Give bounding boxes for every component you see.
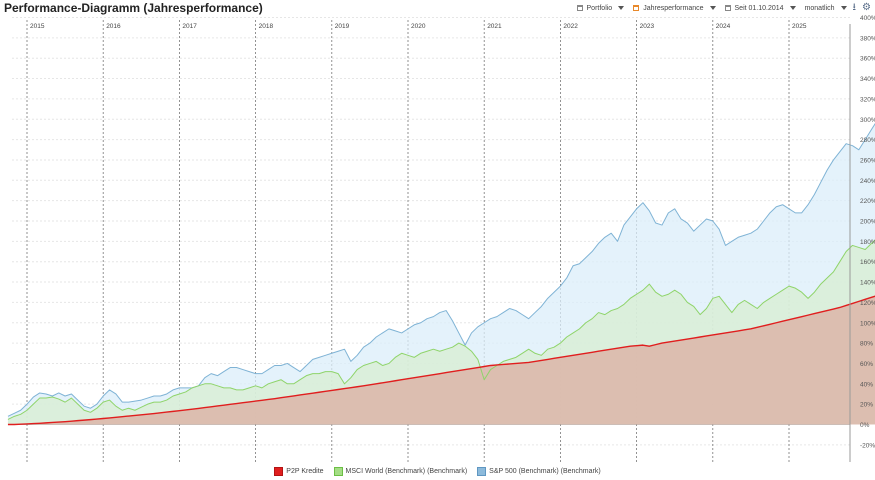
y-tick-label: 400%	[860, 15, 875, 22]
legend-label-msci: MSCI World (Benchmark) (Benchmark)	[345, 468, 468, 475]
chevron-down-icon	[789, 6, 796, 10]
y-tick-label: 140%	[860, 280, 875, 287]
y-tick-label: 60%	[860, 361, 873, 368]
year-label: 2020	[411, 23, 426, 30]
y-tick-label: 340%	[860, 76, 875, 83]
calendar-icon	[576, 5, 583, 11]
since-date-dropdown[interactable]: Seit 01.10.2014	[724, 4, 796, 12]
legend-swatch-msci	[333, 467, 343, 476]
year-label: 2018	[259, 23, 274, 30]
y-tick-label: -20%	[860, 442, 875, 449]
interval-label: monatlich	[804, 4, 835, 12]
line-p2p	[7, 295, 875, 426]
y-tick-label: 280%	[860, 137, 875, 144]
y-tick-label: 380%	[860, 35, 875, 42]
chevron-down-icon	[840, 6, 847, 10]
y-tick-label: 0%	[860, 422, 870, 429]
chart-lines	[7, 122, 875, 426]
year-label: 2024	[716, 23, 731, 30]
chart-axes: -20% 0% 20% 40% 60% 80% 100% 120% 140% 160% 180% 20…	[30, 15, 875, 462]
area-p2p	[7, 296, 875, 425]
chevron-down-icon	[618, 6, 625, 10]
y-tick-label: 360%	[860, 56, 875, 63]
year-label: 2023	[640, 23, 655, 30]
y-tick-label: 40%	[860, 381, 873, 388]
legend-label-sp500: S&P 500 (Benchmark) (Benchmark)	[489, 468, 601, 475]
period-type-dropdown[interactable]: Jahresperformance	[633, 4, 716, 12]
legend-item-msci[interactable]: MSCI World (Benchmark) (Benchmark)	[333, 467, 468, 476]
y-tick-label: 220%	[860, 198, 875, 205]
year-label: 2017	[182, 23, 197, 30]
y-tick-label: 180%	[860, 239, 875, 246]
interval-dropdown[interactable]: monatlich	[805, 5, 847, 12]
y-tick-label: 120%	[860, 300, 875, 307]
chart-toolbar: Portfolio Jahresperformance Seit 01.10.2…	[568, 1, 871, 15]
y-tick-label: 200%	[860, 219, 875, 226]
y-tick-label: 20%	[860, 402, 873, 409]
legend-label-p2p: P2P Kredite	[286, 468, 324, 475]
year-label: 2016	[106, 23, 121, 30]
legend-item-sp500[interactable]: S&P 500 (Benchmark) (Benchmark)	[477, 467, 601, 476]
legend-swatch-p2p	[274, 467, 284, 476]
calendar-icon	[724, 5, 731, 11]
y-tick-label: 160%	[860, 259, 875, 266]
y-tick-label: 100%	[860, 320, 875, 327]
year-label: 2022	[563, 23, 578, 30]
year-label: 2021	[487, 23, 502, 30]
portfolio-dropdown[interactable]: Portfolio	[576, 4, 625, 12]
legend-swatch-sp500	[477, 467, 487, 476]
line-sp500	[7, 122, 875, 417]
period-type-label: Jahresperformance	[643, 4, 704, 12]
y-tick-label: 260%	[860, 157, 875, 164]
portfolio-label: Portfolio	[586, 4, 613, 12]
chart-areas	[7, 123, 875, 425]
calendar-icon	[633, 5, 640, 11]
chart-legend: P2P Kredite MSCI World (Benchmark) (Benc…	[0, 467, 875, 476]
y-tick-label: 320%	[860, 96, 875, 103]
since-label: Seit 01.10.2014	[734, 4, 784, 12]
download-icon[interactable]: ⭳	[852, 2, 857, 13]
gear-icon[interactable]: ⚙	[862, 2, 871, 13]
year-label: 2015	[30, 23, 45, 30]
y-tick-label: 80%	[860, 341, 873, 348]
year-label: 2019	[335, 23, 350, 30]
legend-item-p2p[interactable]: P2P Kredite	[274, 467, 324, 476]
y-tick-label: 240%	[860, 178, 875, 185]
chevron-down-icon	[709, 6, 716, 10]
page-title: Performance-Diagramm (Jahresperformance)	[4, 1, 263, 15]
y-tick-label: 300%	[860, 117, 875, 124]
year-label: 2025	[792, 23, 807, 30]
